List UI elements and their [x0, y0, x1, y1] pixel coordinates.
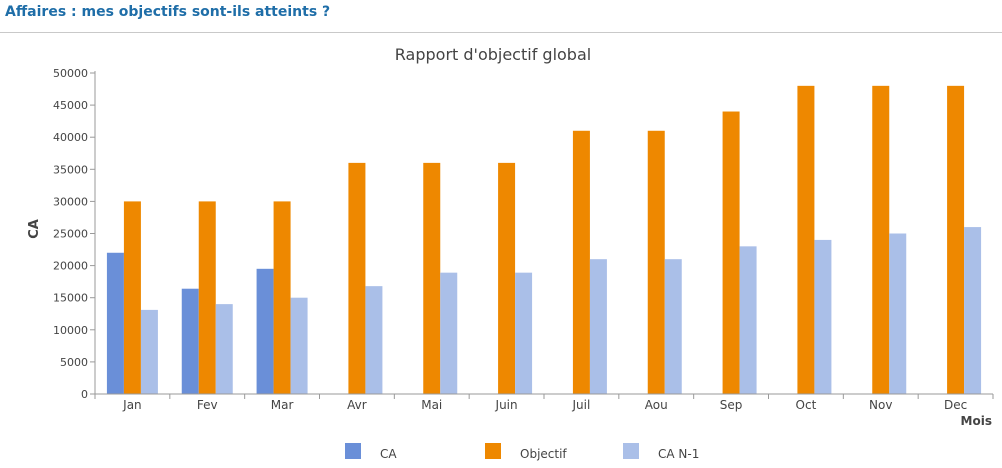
- legend-swatch: [623, 443, 639, 459]
- bar-ca-mar[interactable]: [256, 268, 274, 394]
- bar-objectif-dec[interactable]: [947, 85, 965, 394]
- bar-objectif-juin[interactable]: [498, 162, 516, 394]
- y-tick-label: 5000: [60, 356, 88, 369]
- legend-swatch: [345, 443, 361, 459]
- x-tick-label: Mai: [421, 398, 442, 412]
- legend-label[interactable]: Objectif: [520, 447, 567, 461]
- bar-ca-n-1-oct[interactable]: [814, 239, 832, 394]
- x-tick-label: Dec: [944, 398, 967, 412]
- y-tick-label: 15000: [53, 292, 88, 305]
- bar-ca-n-1-avr[interactable]: [365, 286, 383, 394]
- legend-label[interactable]: CA: [380, 447, 397, 461]
- bar-ca-n-1-juin[interactable]: [515, 272, 533, 394]
- x-axis-label: Mois: [961, 414, 992, 428]
- x-tick-label: Sep: [720, 398, 743, 412]
- bar-objectif-jan[interactable]: [123, 201, 141, 394]
- bar-ca-n-1-nov[interactable]: [889, 233, 907, 395]
- chart-title: Rapport d'objectif global: [395, 45, 591, 64]
- bar-ca-n-1-sep[interactable]: [739, 246, 757, 394]
- bar-ca-n-1-mar[interactable]: [290, 297, 308, 394]
- bar-objectif-mar[interactable]: [273, 201, 291, 394]
- y-axis-label: CA: [27, 219, 42, 239]
- bar-ca-fev[interactable]: [181, 288, 199, 394]
- bar-objectif-mai[interactable]: [423, 162, 441, 394]
- x-tick-label: Mar: [271, 398, 294, 412]
- y-tick-label: 30000: [53, 195, 88, 208]
- bars: [106, 85, 982, 395]
- legend-label[interactable]: CA N-1: [658, 447, 699, 461]
- bar-ca-n-1-aou[interactable]: [664, 259, 682, 394]
- y-tick-label: 35000: [53, 163, 88, 176]
- x-tick-label: Aou: [645, 398, 668, 412]
- bar-objectif-nov[interactable]: [872, 85, 890, 394]
- x-tick-label: Oct: [796, 398, 817, 412]
- x-tick-label: Fev: [197, 398, 218, 412]
- bar-objectif-oct[interactable]: [797, 85, 815, 394]
- page-header: Affaires : mes objectifs sont-ils attein…: [0, 0, 1002, 33]
- y-axis: 0 5000 10000 15000 20000 25000 30000 35000 40000…: [53, 67, 96, 401]
- bar-objectif-fev[interactable]: [198, 201, 216, 394]
- bar-ca-n-1-jan[interactable]: [140, 309, 158, 394]
- y-tick-label: 25000: [53, 228, 88, 241]
- y-tick-label: 0: [81, 388, 88, 401]
- bar-ca-n-1-juil[interactable]: [589, 259, 607, 394]
- x-tick-label: Juil: [572, 398, 591, 412]
- bar-objectif-juil[interactable]: [572, 130, 590, 394]
- legend: CA Objectif CA N-1: [345, 443, 699, 461]
- bar-objectif-sep[interactable]: [722, 111, 740, 395]
- y-tick-label: 10000: [53, 324, 88, 337]
- legend-swatch: [485, 443, 501, 459]
- bar-ca-jan[interactable]: [106, 252, 124, 394]
- x-axis: Jan Fev Mar Avr Mai Juin Juil Aou Sep Oct Nov Dec: [90, 393, 994, 412]
- x-tick-label: Jan: [122, 398, 142, 412]
- y-tick-label: 40000: [53, 131, 88, 144]
- page-title: Affaires : mes objectifs sont-ils attein…: [5, 4, 331, 20]
- x-tick-label: Avr: [347, 398, 367, 412]
- x-tick-label: Juin: [495, 398, 518, 412]
- y-tick-label: 45000: [53, 99, 88, 112]
- bar-ca-n-1-fev[interactable]: [215, 304, 233, 394]
- bar-ca-n-1-dec[interactable]: [964, 227, 982, 394]
- bar-ca-n-1-mai[interactable]: [440, 272, 458, 394]
- bar-objectif-avr[interactable]: [348, 162, 366, 394]
- y-tick-label: 20000: [53, 260, 88, 273]
- x-tick-label: Nov: [869, 398, 892, 412]
- y-tick-label: 50000: [53, 67, 88, 80]
- bar-objectif-aou[interactable]: [647, 130, 665, 394]
- chart: Rapport d'objectif global CA Mois 0 5000 1…: [27, 45, 994, 461]
